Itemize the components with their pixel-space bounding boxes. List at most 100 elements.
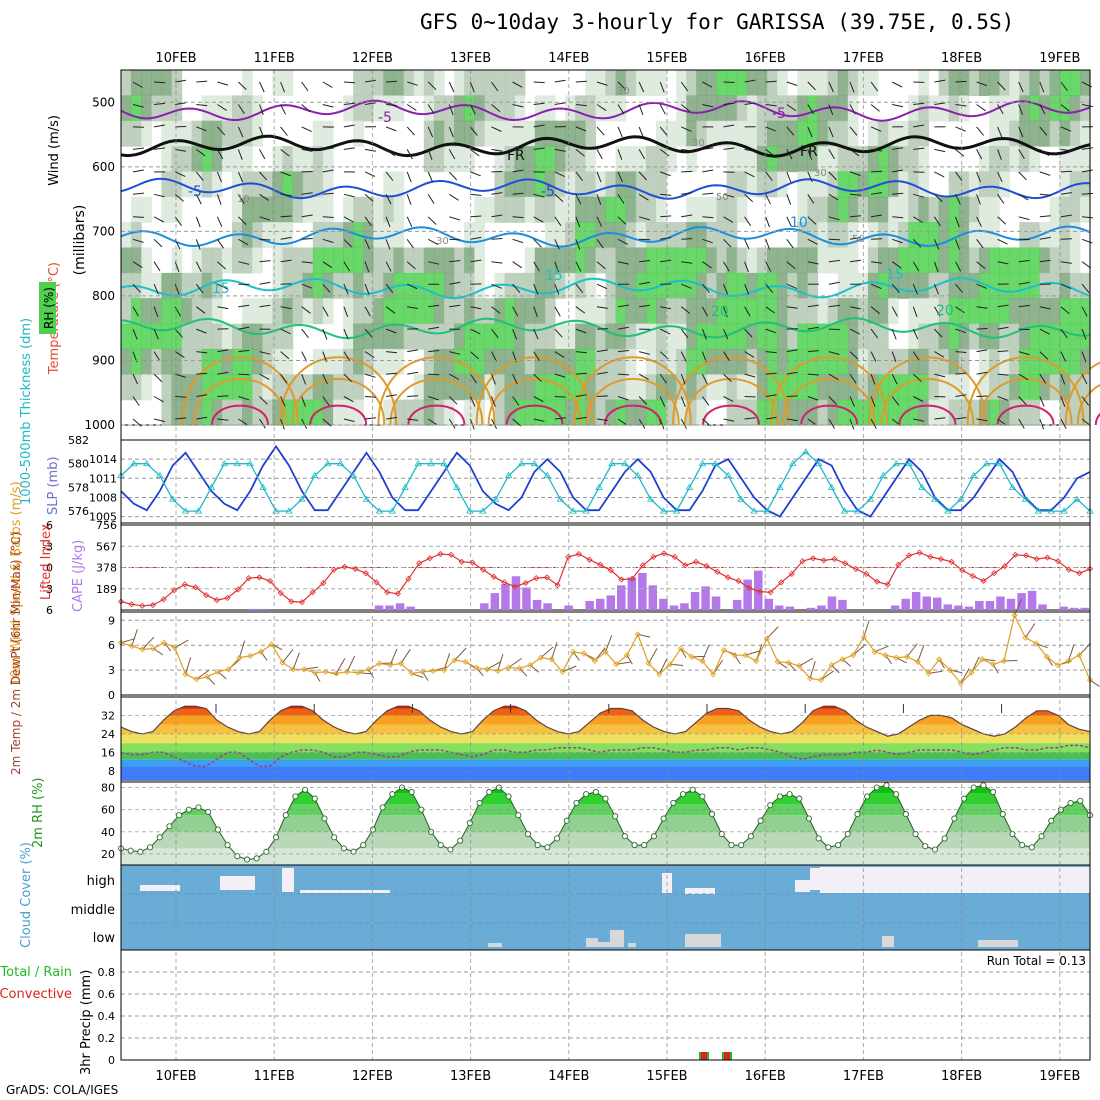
- wind-barb: [153, 193, 165, 198]
- wind-barb: [153, 238, 163, 248]
- rh-cell: [605, 95, 617, 122]
- rh-cell: [312, 146, 324, 173]
- rh-tick-label: 20: [101, 848, 115, 861]
- wind-barb: [786, 171, 792, 183]
- wind-barb: [933, 284, 940, 295]
- rh-cell: [706, 120, 718, 147]
- rh-cell: [322, 399, 334, 426]
- wind-barb: [744, 148, 756, 152]
- thickness-marker: [763, 507, 771, 514]
- rh-cell: [1069, 95, 1081, 122]
- rh-cell: [292, 374, 304, 401]
- rh-cell: [262, 222, 273, 249]
- rh-cell: [908, 374, 919, 401]
- rh-cell: [181, 272, 193, 299]
- rh-cell: [666, 222, 677, 249]
- rh-cell: [544, 399, 556, 426]
- rh-cell: [494, 196, 506, 223]
- thickness-marker: [814, 459, 823, 467]
- lifted-index-marker: [1044, 554, 1051, 561]
- wind-speed-marker: [688, 653, 695, 660]
- wind-barb: [385, 239, 391, 250]
- rh-cell: [807, 348, 819, 375]
- wind-barb: [849, 236, 861, 240]
- wind-barb: [1060, 418, 1067, 429]
- wind-barb: [343, 124, 355, 128]
- rh-marker: [321, 815, 328, 822]
- wind-barb: [153, 373, 163, 383]
- rh-cell: [181, 323, 193, 350]
- wind-barb: [533, 238, 542, 248]
- rh-cell: [716, 120, 728, 147]
- wind-barb: [786, 149, 793, 160]
- surface-wind-barb: [701, 644, 710, 662]
- rh-cell: [595, 374, 607, 401]
- rh-cell: [322, 171, 334, 198]
- rh-cell: [807, 374, 819, 401]
- wind-barb: [154, 102, 166, 105]
- wind-barb: [1060, 170, 1072, 173]
- wind-barb: [554, 373, 566, 378]
- thickness-marker: [569, 507, 577, 514]
- lifted-index-marker: [905, 552, 913, 559]
- rh-cell: [242, 298, 253, 325]
- wind-barb: [976, 171, 981, 183]
- rh-marker: [292, 793, 299, 800]
- wind-barb: [807, 216, 817, 225]
- wind-barb: [554, 79, 566, 83]
- rh-marker: [1048, 817, 1055, 824]
- wind-barb: [955, 239, 960, 250]
- rh-cell: [656, 120, 667, 147]
- rh-marker: [263, 848, 270, 855]
- rh-cell: [625, 171, 637, 198]
- rh-marker: [156, 834, 163, 841]
- rh-cell: [514, 95, 526, 122]
- slp-tick-label: 1005: [89, 511, 117, 524]
- thickness-marker: [672, 507, 681, 514]
- wind-barb: [195, 306, 206, 314]
- wind-barb: [364, 373, 376, 378]
- rh-cell: [686, 247, 697, 274]
- wind-barb: [1018, 193, 1029, 201]
- rh-cell: [979, 247, 990, 274]
- wind-barb: [912, 373, 922, 382]
- rh-cell: [807, 171, 819, 198]
- rh-cell: [464, 70, 475, 96]
- rh-cell: [171, 247, 183, 274]
- rh-cell: [494, 323, 506, 350]
- lifted-index-marker: [831, 555, 838, 563]
- rh-cell: [454, 120, 465, 147]
- thickness-marker: [724, 471, 732, 478]
- wind-barb: [702, 261, 712, 269]
- rh-cell: [625, 247, 637, 274]
- wind-barb: [955, 126, 966, 132]
- rh-cell: [1049, 247, 1061, 274]
- wind-speed-marker: [667, 661, 674, 668]
- rh-cell: [555, 196, 566, 223]
- temp-band: [121, 743, 1090, 753]
- wind-barb: [744, 284, 750, 295]
- wind-barb: [680, 306, 691, 314]
- rh-marker: [747, 833, 754, 840]
- thickness-marker: [827, 483, 836, 490]
- wind-barb: [386, 394, 397, 397]
- rh-cell: [121, 323, 132, 350]
- rh-cell: [302, 272, 314, 299]
- wind-barb: [1060, 283, 1072, 290]
- wind-barb: [786, 283, 798, 290]
- rh-cell: [232, 196, 243, 223]
- lifted-index-marker: [916, 549, 923, 556]
- rh-cell: [464, 272, 475, 299]
- rh-cell: [948, 348, 960, 375]
- wind-barb: [934, 148, 946, 153]
- wind-barb: [997, 238, 1008, 245]
- wind-barb: [259, 304, 271, 308]
- rh-cell: [171, 95, 183, 122]
- rh-marker: [1028, 844, 1035, 851]
- wind-barb: [385, 148, 396, 157]
- temperature-arch-contour: [868, 356, 987, 426]
- wind-speed-marker: [580, 650, 588, 657]
- rh-cell: [1019, 323, 1030, 350]
- date-label-top: 14FEB: [548, 51, 589, 66]
- wind-barb: [153, 284, 159, 295]
